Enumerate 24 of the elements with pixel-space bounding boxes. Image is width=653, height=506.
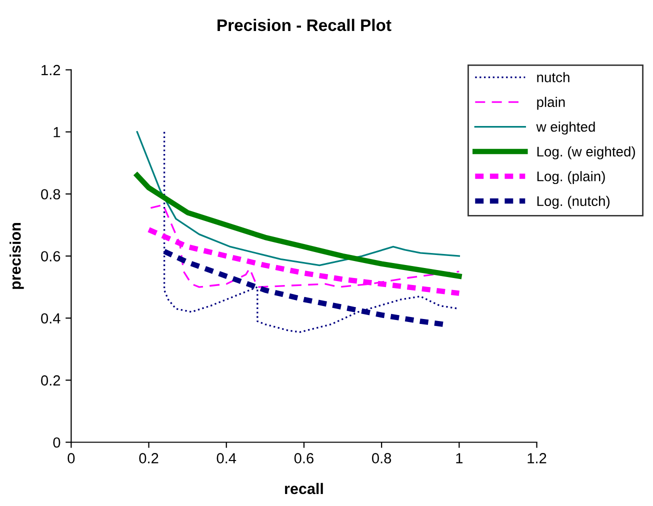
x-tick-label: 1.2	[528, 453, 546, 464]
line-series	[136, 131, 460, 266]
legend-label: nutch	[537, 72, 570, 82]
y-tick-label: 0.8	[41, 189, 60, 200]
x-tick-label: 0	[68, 453, 75, 464]
y-tick-label: 1	[54, 127, 60, 138]
x-tick-label: 0.2	[139, 453, 158, 464]
x-tick-label: 0.6	[294, 453, 314, 464]
y-axis-title: precision	[10, 223, 24, 289]
y-tick-label: 0.4	[41, 313, 60, 324]
legend-label: plain	[537, 96, 565, 110]
y-tick-label: 0.6	[41, 251, 60, 262]
legend-label: w eighted	[536, 122, 595, 135]
y-tick-label: 1.2	[42, 64, 60, 76]
y-tick-label: 0	[53, 437, 60, 448]
legend-label: Log. (nutch)	[537, 196, 610, 209]
x-axis-title: recall	[285, 482, 323, 494]
legend-label: Log. (plain)	[537, 171, 605, 184]
x-tick-label: 0.8	[372, 453, 392, 464]
x-tick-label: 0.4	[216, 453, 236, 464]
chart-title: Precision - Recall Plot	[218, 18, 392, 32]
y-tick-label: 0.2	[41, 375, 60, 386]
legend-label: Log. (w eighted)	[537, 146, 635, 160]
x-tick-label: 1	[456, 453, 463, 464]
